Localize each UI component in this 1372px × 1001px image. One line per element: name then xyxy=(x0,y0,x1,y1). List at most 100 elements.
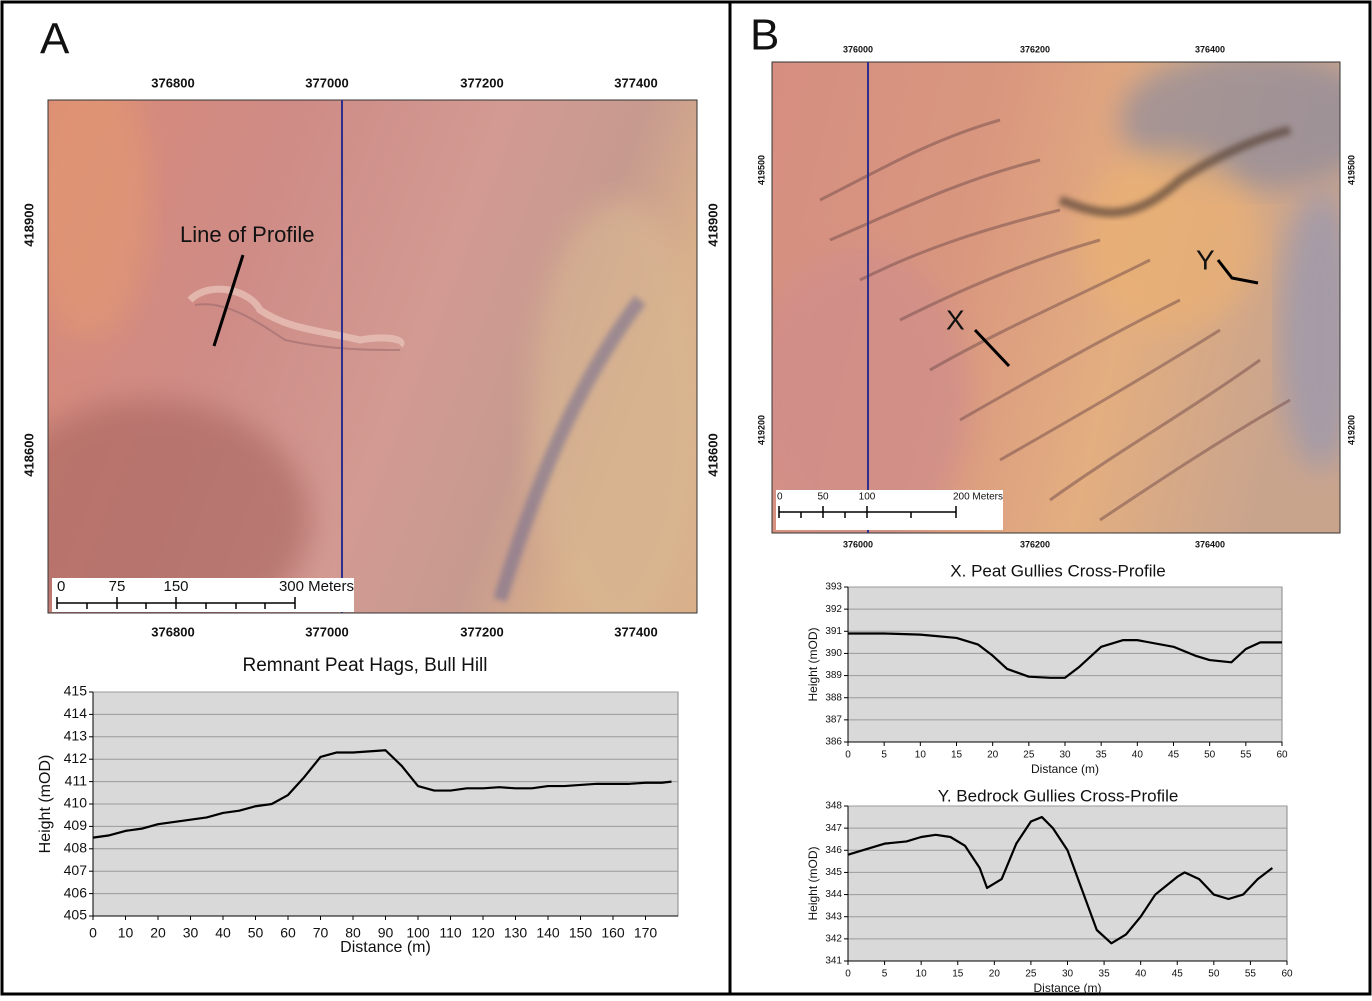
x-tick-label: 50 xyxy=(1204,750,1216,761)
x-tick-label: 50 xyxy=(1208,969,1220,980)
map-annotation: X xyxy=(946,304,965,335)
x-tick-label: 40 xyxy=(1135,969,1147,980)
scale-label: 0 xyxy=(777,492,783,503)
x-tick-label: 60 xyxy=(1276,750,1288,761)
figure: A376800377000377200377400376800377000377… xyxy=(0,0,1372,996)
y-axis-label: Height (mOD) xyxy=(37,755,54,854)
x-tick-label: 120 xyxy=(471,925,495,941)
x-tick-label: 15 xyxy=(951,750,963,761)
x-tick-label: 130 xyxy=(504,925,528,941)
x-tick-label: 30 xyxy=(183,925,199,941)
y-tick-label: 342 xyxy=(825,933,842,944)
map-annotation: Line of Profile xyxy=(180,222,315,247)
y-tick-label: 409 xyxy=(64,817,88,833)
map-coord-label: 376200 xyxy=(1020,44,1050,54)
x-tick-label: 55 xyxy=(1240,750,1252,761)
x-tick-label: 60 xyxy=(1281,969,1293,980)
y-tick-label: 389 xyxy=(825,670,842,681)
y-tick-label: 413 xyxy=(64,728,88,744)
map-coord-label: 376400 xyxy=(1195,539,1225,549)
x-tick-label: 150 xyxy=(569,925,593,941)
x-tick-label: 60 xyxy=(280,925,296,941)
map-coord-label: 377000 xyxy=(305,75,348,90)
y-tick-label: 344 xyxy=(825,889,842,900)
y-tick-label: 406 xyxy=(64,884,88,900)
scale-label: 200 Meters xyxy=(953,492,1003,503)
x-tick-label: 0 xyxy=(845,969,851,980)
map-coord-label: 419500 xyxy=(756,155,766,185)
y-tick-label: 348 xyxy=(825,801,842,812)
x-tick-label: 40 xyxy=(1132,750,1144,761)
y-tick-label: 415 xyxy=(64,683,88,699)
y-tick-label: 341 xyxy=(825,956,842,967)
y-tick-label: 343 xyxy=(825,911,842,922)
y-tick-label: 387 xyxy=(825,714,842,725)
x-tick-label: 0 xyxy=(89,925,97,941)
x-axis-label: Distance (m) xyxy=(340,939,431,956)
map-coord-label: 418900 xyxy=(705,203,720,246)
x-tick-label: 30 xyxy=(1062,969,1074,980)
x-tick-label: 5 xyxy=(881,750,887,761)
y-tick-label: 390 xyxy=(825,648,842,659)
x-tick-label: 10 xyxy=(915,750,927,761)
y-tick-label: 405 xyxy=(64,907,88,923)
y-tick-label: 391 xyxy=(825,626,842,637)
x-tick-label: 25 xyxy=(1023,750,1035,761)
map-coord-label: 418600 xyxy=(21,433,36,476)
y-tick-label: 411 xyxy=(65,772,88,788)
x-tick-label: 170 xyxy=(634,925,658,941)
map-coord-label: 376800 xyxy=(151,624,194,639)
map-coord-label: 376800 xyxy=(151,75,194,90)
map-coord-label: 419500 xyxy=(1346,155,1356,185)
x-tick-label: 140 xyxy=(536,925,560,941)
map-annotation: Y xyxy=(1196,244,1215,275)
map-coord-label: 419200 xyxy=(756,415,766,445)
map-a xyxy=(0,60,710,640)
x-tick-label: 40 xyxy=(215,925,231,941)
y-axis-label: Height (mOD) xyxy=(806,846,820,920)
x-tick-label: 10 xyxy=(118,925,134,941)
y-tick-label: 407 xyxy=(64,862,88,878)
x-tick-label: 45 xyxy=(1168,750,1180,761)
x-tick-label: 0 xyxy=(845,750,851,761)
map-coord-label: 376200 xyxy=(1020,539,1050,549)
map-coord-label: 377200 xyxy=(460,624,503,639)
y-tick-label: 392 xyxy=(825,604,842,615)
map-coord-label: 376400 xyxy=(1195,44,1225,54)
scale-label: 300 Meters xyxy=(279,578,354,595)
x-tick-label: 25 xyxy=(1025,969,1037,980)
chart-title: Y. Bedrock Gullies Cross-Profile xyxy=(938,786,1179,805)
map-coord-label: 377400 xyxy=(614,624,657,639)
x-axis-label: Distance (m) xyxy=(1031,762,1099,776)
chart-title: Remnant Peat Hags, Bull Hill xyxy=(243,655,488,676)
scale-label: 50 xyxy=(817,492,829,503)
map-coord-label: 376000 xyxy=(843,539,873,549)
panel-label: B xyxy=(750,11,779,60)
x-tick-label: 5 xyxy=(882,969,888,980)
x-tick-label: 160 xyxy=(601,925,625,941)
x-tick-label: 110 xyxy=(439,925,462,941)
x-tick-label: 15 xyxy=(952,969,964,980)
x-tick-label: 35 xyxy=(1099,969,1111,980)
map-coord-label: 377400 xyxy=(614,75,657,90)
y-tick-label: 408 xyxy=(64,840,88,856)
x-tick-label: 55 xyxy=(1245,969,1257,980)
x-tick-label: 45 xyxy=(1172,969,1184,980)
x-tick-label: 20 xyxy=(987,750,999,761)
x-tick-label: 50 xyxy=(248,925,264,941)
y-tick-label: 346 xyxy=(825,845,842,856)
map-coord-label: 376000 xyxy=(843,44,873,54)
x-tick-label: 10 xyxy=(916,969,928,980)
y-tick-label: 345 xyxy=(825,867,842,878)
y-axis-label: Height (mOD) xyxy=(806,627,820,701)
scale-label: 75 xyxy=(109,578,126,595)
scale-label: 100 xyxy=(859,492,876,503)
y-tick-label: 412 xyxy=(64,750,88,766)
plot-area xyxy=(848,806,1287,961)
panel-label: A xyxy=(40,15,70,64)
plot-area xyxy=(848,587,1282,742)
map-coord-label: 418600 xyxy=(705,433,720,476)
y-tick-label: 414 xyxy=(64,705,88,721)
y-tick-label: 386 xyxy=(825,737,842,748)
chart-title: X. Peat Gullies Cross-Profile xyxy=(950,561,1165,580)
